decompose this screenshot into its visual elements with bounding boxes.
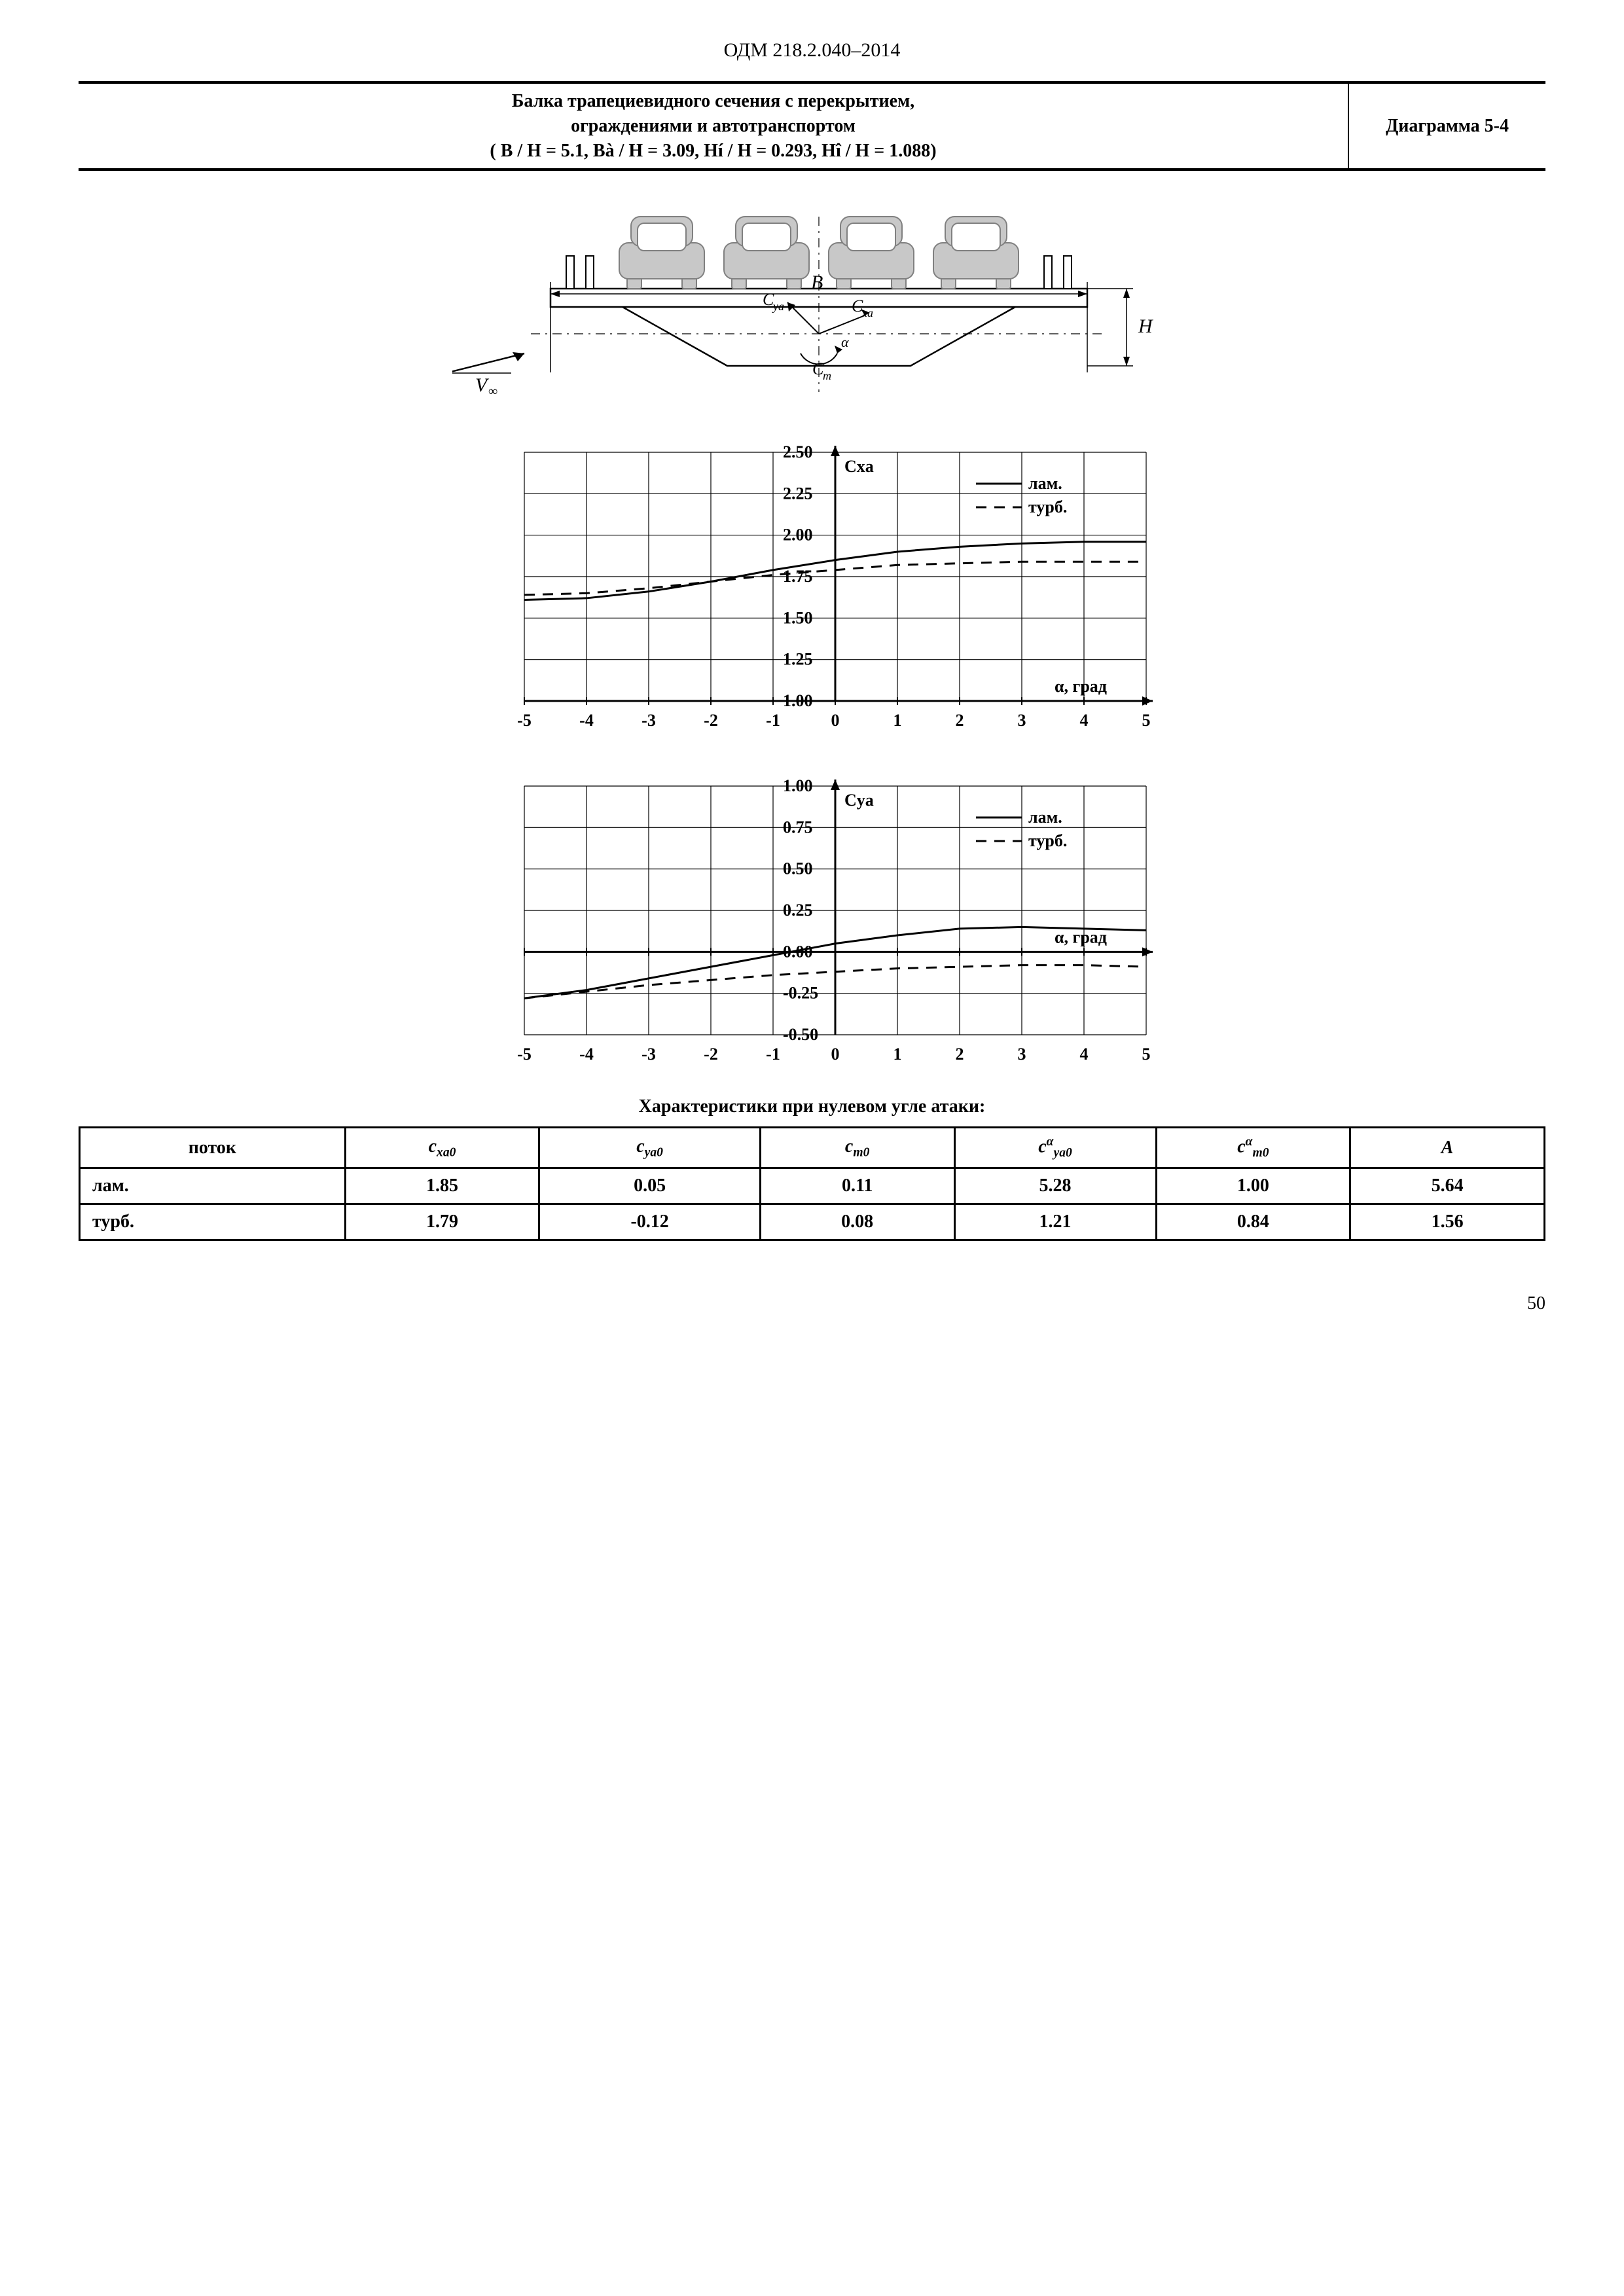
title-line1: Балка трапециевидного сечения с перекрыт… [81, 89, 1345, 114]
svg-text:1: 1 [893, 1045, 901, 1064]
cell: -0.12 [539, 1204, 760, 1240]
svg-text:2.50: 2.50 [783, 442, 813, 461]
row-label-turb: турб. [80, 1204, 346, 1240]
cell: 0.84 [1156, 1204, 1350, 1240]
cell: 5.64 [1350, 1168, 1545, 1204]
title-line2: ограждениями и автотранспортом [81, 114, 1345, 139]
svg-text:2: 2 [955, 1045, 964, 1064]
title-text: Балка трапециевидного сечения с перекрыт… [79, 84, 1349, 168]
col-flow: поток [80, 1128, 346, 1168]
svg-text:1: 1 [893, 711, 901, 730]
cell: 1.56 [1350, 1204, 1545, 1240]
svg-text:1.75: 1.75 [783, 567, 813, 586]
table-row: лам. 1.85 0.05 0.11 5.28 1.00 5.64 [80, 1168, 1545, 1204]
col-cya0a: cαya0 [954, 1128, 1156, 1168]
cross-section-svg: BHCxaCyaCmααV∞ [452, 190, 1172, 413]
svg-text:-1: -1 [766, 1045, 780, 1064]
doc-header: ОДМ 218.2.040–2014 [79, 39, 1545, 62]
svg-text:-5: -5 [517, 711, 532, 730]
svg-text:5: 5 [1142, 1045, 1150, 1064]
col-cxa0: cxa0 [345, 1128, 539, 1168]
table-row: турб. 1.79 -0.12 0.08 1.21 0.84 1.56 [80, 1204, 1545, 1240]
svg-text:турб.: турб. [1028, 831, 1067, 850]
svg-text:0.50: 0.50 [783, 859, 813, 878]
svg-text:∞: ∞ [488, 384, 497, 399]
svg-text:5: 5 [1142, 711, 1150, 730]
svg-text:-2: -2 [704, 1045, 718, 1064]
svg-text:-3: -3 [641, 1045, 656, 1064]
col-A: A [1350, 1128, 1545, 1168]
cell: 0.11 [760, 1168, 954, 1204]
cell: 1.00 [1156, 1168, 1350, 1204]
svg-text:турб.: турб. [1028, 497, 1067, 516]
svg-text:-5: -5 [517, 1045, 532, 1064]
col-cya0: cya0 [539, 1128, 760, 1168]
svg-text:-2: -2 [704, 711, 718, 730]
svg-text:4: 4 [1079, 711, 1088, 730]
table-caption: Характеристики при нулевом угле атаки: [79, 1096, 1545, 1117]
svg-text:Cya: Cya [844, 791, 874, 810]
svg-text:Cxa: Cxa [844, 457, 874, 476]
svg-text:0.25: 0.25 [783, 901, 813, 920]
cell: 0.05 [539, 1168, 760, 1204]
cell: 5.28 [954, 1168, 1156, 1204]
cell: 1.21 [954, 1204, 1156, 1240]
svg-text:H: H [1138, 315, 1154, 337]
chart-cxa-svg: 1.001.251.501.752.002.252.50-5-4-3-2-101… [452, 433, 1172, 747]
svg-text:m: m [823, 369, 831, 382]
svg-text:3: 3 [1017, 711, 1026, 730]
svg-text:2.25: 2.25 [783, 484, 813, 503]
table-header-row: поток cxa0 cya0 cm0 cαya0 cαm0 A [80, 1128, 1545, 1168]
svg-text:V: V [475, 374, 490, 396]
chart-cxa: 1.001.251.501.752.002.252.50-5-4-3-2-101… [79, 433, 1545, 747]
chart-cya-svg: -0.50-0.250.000.250.500.751.00-5-4-3-2-1… [452, 766, 1172, 1081]
cell: 0.08 [760, 1204, 954, 1240]
page-number: 50 [79, 1293, 1545, 1314]
diagram-number: Диаграмма 5-4 [1349, 84, 1545, 168]
svg-text:3: 3 [1017, 1045, 1026, 1064]
svg-text:0.75: 0.75 [783, 818, 813, 837]
cell: 1.85 [345, 1168, 539, 1204]
svg-text:-3: -3 [641, 711, 656, 730]
svg-text:α: α [841, 334, 849, 350]
svg-text:0: 0 [831, 711, 839, 730]
svg-text:1.00: 1.00 [783, 776, 813, 795]
svg-text:-0.50: -0.50 [783, 1025, 818, 1044]
svg-text:4: 4 [1079, 1045, 1088, 1064]
col-cm0a: cαm0 [1156, 1128, 1350, 1168]
row-label-lam: лам. [80, 1168, 346, 1204]
svg-text:2: 2 [955, 711, 964, 730]
chart-cya: -0.50-0.250.000.250.500.751.00-5-4-3-2-1… [79, 766, 1545, 1081]
svg-text:α, град: α, град [1055, 928, 1107, 947]
svg-text:-4: -4 [579, 1045, 594, 1064]
svg-text:-0.25: -0.25 [783, 984, 818, 1003]
svg-text:-4: -4 [579, 711, 594, 730]
title-block: Балка трапециевидного сечения с перекрыт… [79, 81, 1545, 171]
svg-text:лам.: лам. [1028, 808, 1062, 827]
cell: 1.79 [345, 1204, 539, 1240]
svg-text:-1: -1 [766, 711, 780, 730]
svg-text:ya: ya [772, 300, 784, 313]
svg-text:xa: xa [861, 306, 873, 319]
svg-text:1.25: 1.25 [783, 650, 813, 669]
col-cm0: cm0 [760, 1128, 954, 1168]
svg-text:α, град: α, град [1055, 677, 1107, 696]
title-line3: ( B / H = 5.1, Bà / H = 3.09, Hí / H = 0… [81, 139, 1345, 164]
svg-text:1.50: 1.50 [783, 609, 813, 628]
svg-text:0: 0 [831, 1045, 839, 1064]
svg-text:B: B [811, 272, 823, 293]
svg-text:лам.: лам. [1028, 474, 1062, 493]
svg-text:2.00: 2.00 [783, 526, 813, 545]
cross-section-figure: BHCxaCyaCmααV∞ [79, 190, 1545, 413]
characteristics-table: поток cxa0 cya0 cm0 cαya0 cαm0 A лам. 1.… [79, 1126, 1545, 1241]
